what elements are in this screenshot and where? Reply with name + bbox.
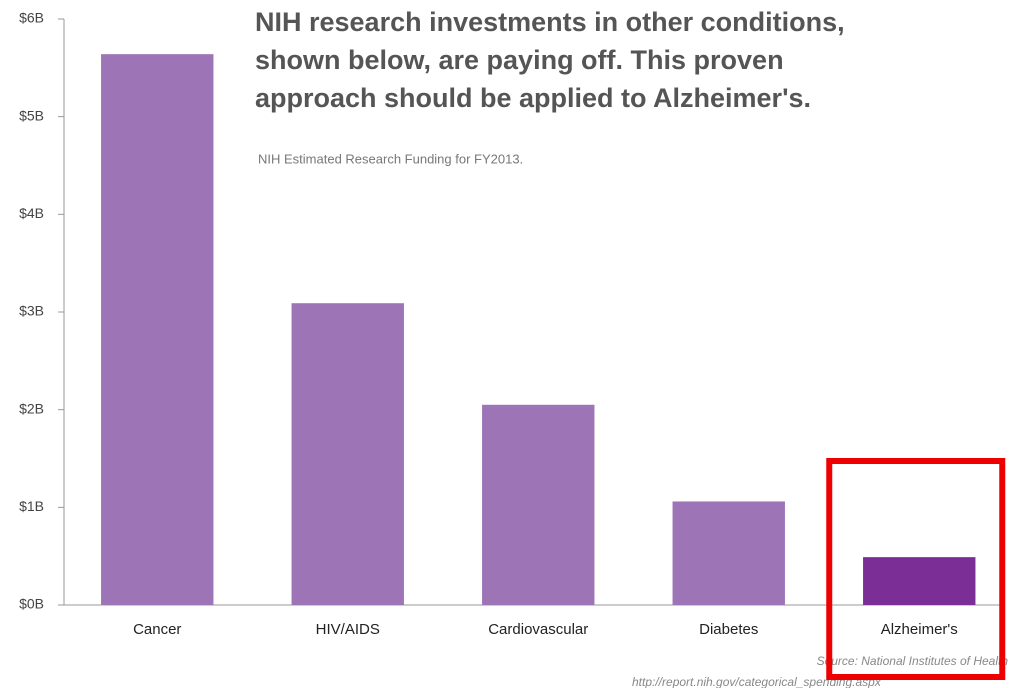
y-tick-label: $2B [19, 400, 44, 416]
bar [291, 303, 404, 605]
highlight-box [826, 458, 1006, 680]
y-tick-label: $4B [19, 205, 44, 221]
y-tick-label: $0B [19, 596, 44, 612]
chart-subtitle: NIH Estimated Research Funding for FY201… [258, 151, 523, 166]
chart-title: shown below, are paying off. This proven [255, 45, 784, 75]
y-tick-label: $5B [19, 107, 44, 123]
x-tick-label: HIV/AIDS [316, 621, 380, 638]
y-tick-label: $6B [19, 10, 44, 26]
source-url: http://report.nih.gov/categorical_spendi… [632, 675, 882, 688]
x-tick-label: Diabetes [699, 621, 758, 638]
source-note: Source: National Institutes of Health [817, 654, 1009, 668]
x-tick-label: Alzheimer's [881, 621, 958, 638]
bar [863, 557, 976, 605]
bar [101, 54, 214, 606]
x-tick-label: Cardiovascular [488, 621, 588, 638]
bar [482, 404, 595, 605]
chart-title: approach should be applied to Alzheimer'… [255, 83, 811, 113]
chart-title: NIH research investments in other condit… [255, 7, 845, 37]
x-tick-label: Cancer [133, 621, 181, 638]
y-tick-label: $3B [19, 303, 44, 319]
y-tick-label: $1B [19, 498, 44, 514]
bar [672, 501, 785, 605]
